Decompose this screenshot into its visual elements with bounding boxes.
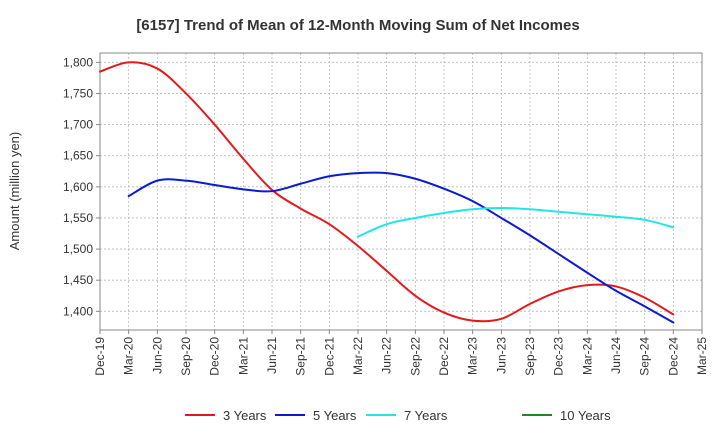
y-tick-label: 1,550 xyxy=(63,211,93,225)
y-tick-label: 1,500 xyxy=(63,242,93,256)
x-tick-label: Mar-22 xyxy=(351,337,365,375)
x-tick-label: Sep-22 xyxy=(408,337,422,376)
grid xyxy=(100,53,702,330)
x-tick-label: Jun-22 xyxy=(380,337,394,374)
x-tick-label: Jun-20 xyxy=(150,337,164,374)
y-tick-label: 1,750 xyxy=(63,86,93,100)
y-tick-label: 1,450 xyxy=(63,273,93,287)
x-tick-label: Sep-20 xyxy=(179,337,193,376)
series-lines xyxy=(99,61,675,324)
x-tick-label: Dec-19 xyxy=(93,337,107,376)
x-tick-label: Dec-20 xyxy=(208,337,222,376)
legend-label-7-years: 7 Years xyxy=(404,408,448,423)
x-tick-label: Mar-21 xyxy=(236,337,250,375)
y-axis-ticks: 1,400 1,450 1,500 1,550 1,600 1,650 1,700 1,750… xyxy=(63,55,100,318)
legend: 3 Years 5 Years 7 Years 10 Years xyxy=(185,408,611,423)
y-tick-label: 1,650 xyxy=(63,149,93,163)
legend-label-5-years: 5 Years xyxy=(313,408,357,423)
x-tick-label: Sep-21 xyxy=(294,337,308,376)
y-axis-label: Amount (million yen) xyxy=(7,132,22,251)
x-tick-label: Dec-21 xyxy=(322,337,336,376)
x-tick-label: Mar-20 xyxy=(122,337,136,375)
legend-label-10-years: 10 Years xyxy=(560,408,611,423)
y-tick-label: 1,600 xyxy=(63,180,93,194)
y-tick-label: 1,800 xyxy=(63,55,93,69)
x-tick-label: Sep-24 xyxy=(638,337,652,376)
x-tick-label: Dec-24 xyxy=(666,337,680,376)
x-tick-label: Mar-23 xyxy=(466,337,480,375)
series-line-7-years xyxy=(357,207,675,238)
y-tick-label: 1,400 xyxy=(63,304,93,318)
plot-frame xyxy=(99,52,703,331)
x-tick-label: Dec-23 xyxy=(552,337,566,376)
x-tick-label: Jun-21 xyxy=(265,337,279,374)
x-axis-ticks: Dec-19 Mar-20 Jun-20 Sep-20 Dec-20 Mar-21 Jun-… xyxy=(93,330,709,376)
x-tick-label: Sep-23 xyxy=(523,337,537,376)
x-tick-label: Dec-22 xyxy=(437,337,451,376)
x-tick-label: Mar-24 xyxy=(580,337,594,375)
x-tick-label: Jun-24 xyxy=(609,337,623,374)
series-line-3-years xyxy=(99,61,675,323)
chart-title: [6157] Trend of Mean of 12-Month Moving … xyxy=(136,17,579,34)
series-line-5-years xyxy=(127,171,675,324)
legend-label-3-years: 3 Years xyxy=(223,408,267,423)
x-tick-label: Jun-23 xyxy=(494,337,508,374)
y-tick-label: 1,700 xyxy=(63,118,93,132)
x-tick-label: Mar-25 xyxy=(695,337,709,375)
